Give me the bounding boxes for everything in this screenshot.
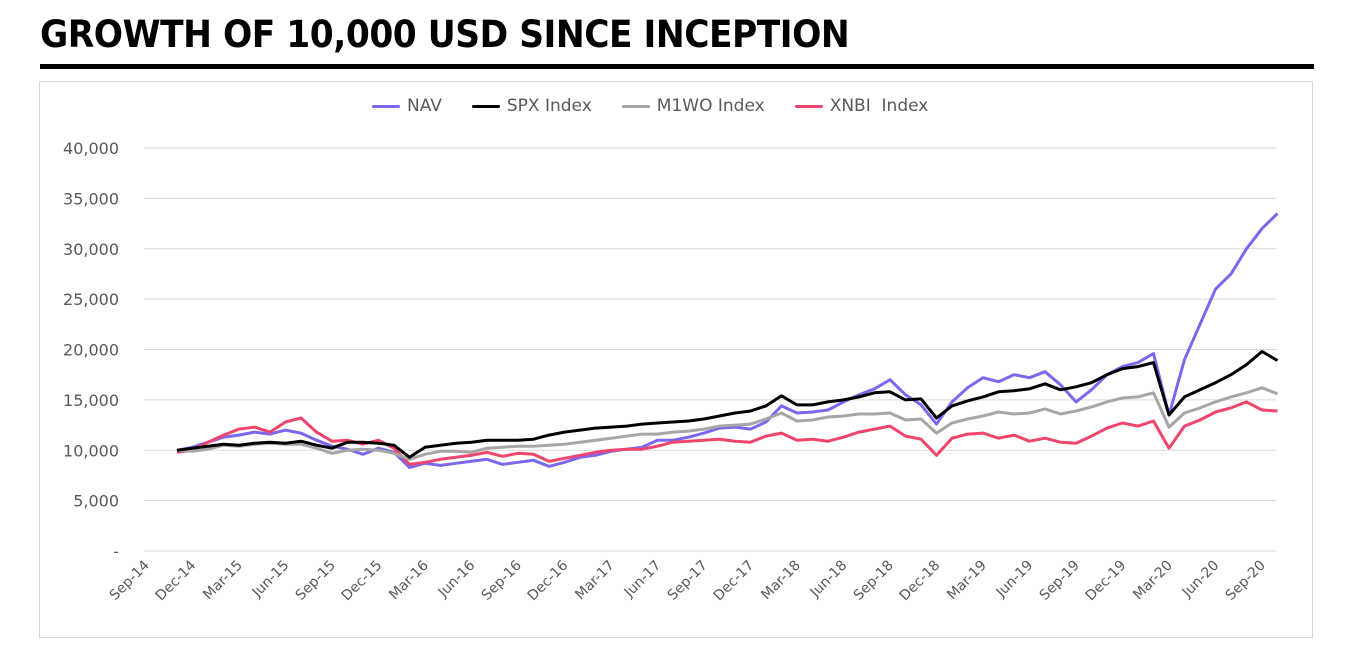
legend-item-m1wo: M1WO Index [621, 96, 765, 116]
legend-label-nav: NAV [407, 96, 442, 116]
x-tick-label: Dec-18 [897, 558, 944, 605]
series-line-xnbi-index [176, 400, 1278, 466]
x-tick-label: Jun-16 [435, 557, 479, 601]
x-tick-label: Jun-20 [1179, 558, 1223, 602]
legend-item-nav: NAV [372, 96, 442, 116]
x-tick-label: Dec-17 [711, 558, 758, 605]
x-tick-label: Mar-15 [200, 558, 246, 604]
series-line-m1wo-index [176, 386, 1279, 461]
y-tick-label: 35,000 [63, 189, 119, 208]
y-tick-label: 20,000 [63, 341, 119, 360]
chart-frame [39, 81, 1313, 638]
y-tick-label: 5,000 [73, 492, 119, 511]
legend-item-xnbi: XNBI Index [794, 96, 929, 116]
x-tick-label: Sep-18 [851, 558, 897, 604]
x-tick-label: Sep-19 [1037, 558, 1083, 604]
x-tick-label: Sep-17 [665, 558, 711, 604]
x-tick-label: Dec-19 [1083, 558, 1130, 605]
x-tick-label: Dec-15 [339, 558, 386, 605]
y-axis: - 5,000 10,000 15,000 20,000 25,000 30,000 35,0… [63, 139, 119, 561]
y-tick-label: 40,000 [63, 139, 119, 158]
x-tick-label: Jun-15 [249, 558, 293, 602]
x-tick-label: Dec-16 [525, 557, 572, 604]
x-tick-label: Mar-19 [944, 558, 990, 604]
series-line-spx-index [176, 350, 1279, 459]
legend-swatch-spx [471, 104, 500, 108]
y-tick-label: 30,000 [63, 240, 119, 259]
y-tick-label: 15,000 [63, 391, 119, 410]
x-tick-label: Mar-18 [758, 558, 804, 604]
x-tick-label: Mar-16 [386, 557, 432, 603]
series-line-nav [176, 212, 1279, 469]
chart-legend: NAV SPX Index M1WO Index XNBI Index [372, 96, 958, 116]
x-tick-label: Sep-14 [107, 557, 153, 603]
legend-label-spx: SPX Index [506, 96, 592, 116]
x-tick-label: Jun-17 [621, 558, 665, 602]
legend-label-xnbi: XNBI Index [829, 96, 929, 116]
series-lines [176, 212, 1279, 469]
legend-swatch-xnbi [794, 104, 823, 108]
y-tick-label: - [113, 542, 119, 561]
x-tick-label: Sep-15 [293, 558, 339, 604]
x-axis: Sep-14 Dec-14 Mar-15 Jun-15 Sep-15 Dec-15 Mar-… [107, 557, 1269, 604]
y-tick-label: 25,000 [63, 290, 119, 309]
x-tick-label: Dec-14 [153, 557, 200, 604]
page-title: GROWTH OF 10,000 USD SINCE INCEPTION [40, 13, 850, 56]
x-tick-label: Sep-16 [479, 557, 525, 603]
x-tick-label: Sep-20 [1223, 558, 1269, 604]
legend-swatch-nav [372, 104, 400, 108]
title-underline [40, 64, 1314, 69]
x-tick-label: Mar-20 [1130, 558, 1176, 604]
x-tick-label: Jun-18 [807, 558, 851, 602]
legend-swatch-m1wo [621, 104, 650, 108]
y-tick-label: 10,000 [63, 441, 119, 460]
legend-item-spx: SPX Index [471, 96, 592, 116]
x-tick-label: Jun-19 [993, 558, 1037, 602]
legend-label-m1wo: M1WO Index [656, 96, 765, 116]
gridlines [144, 147, 1276, 552]
x-tick-label: Mar-17 [572, 558, 618, 604]
